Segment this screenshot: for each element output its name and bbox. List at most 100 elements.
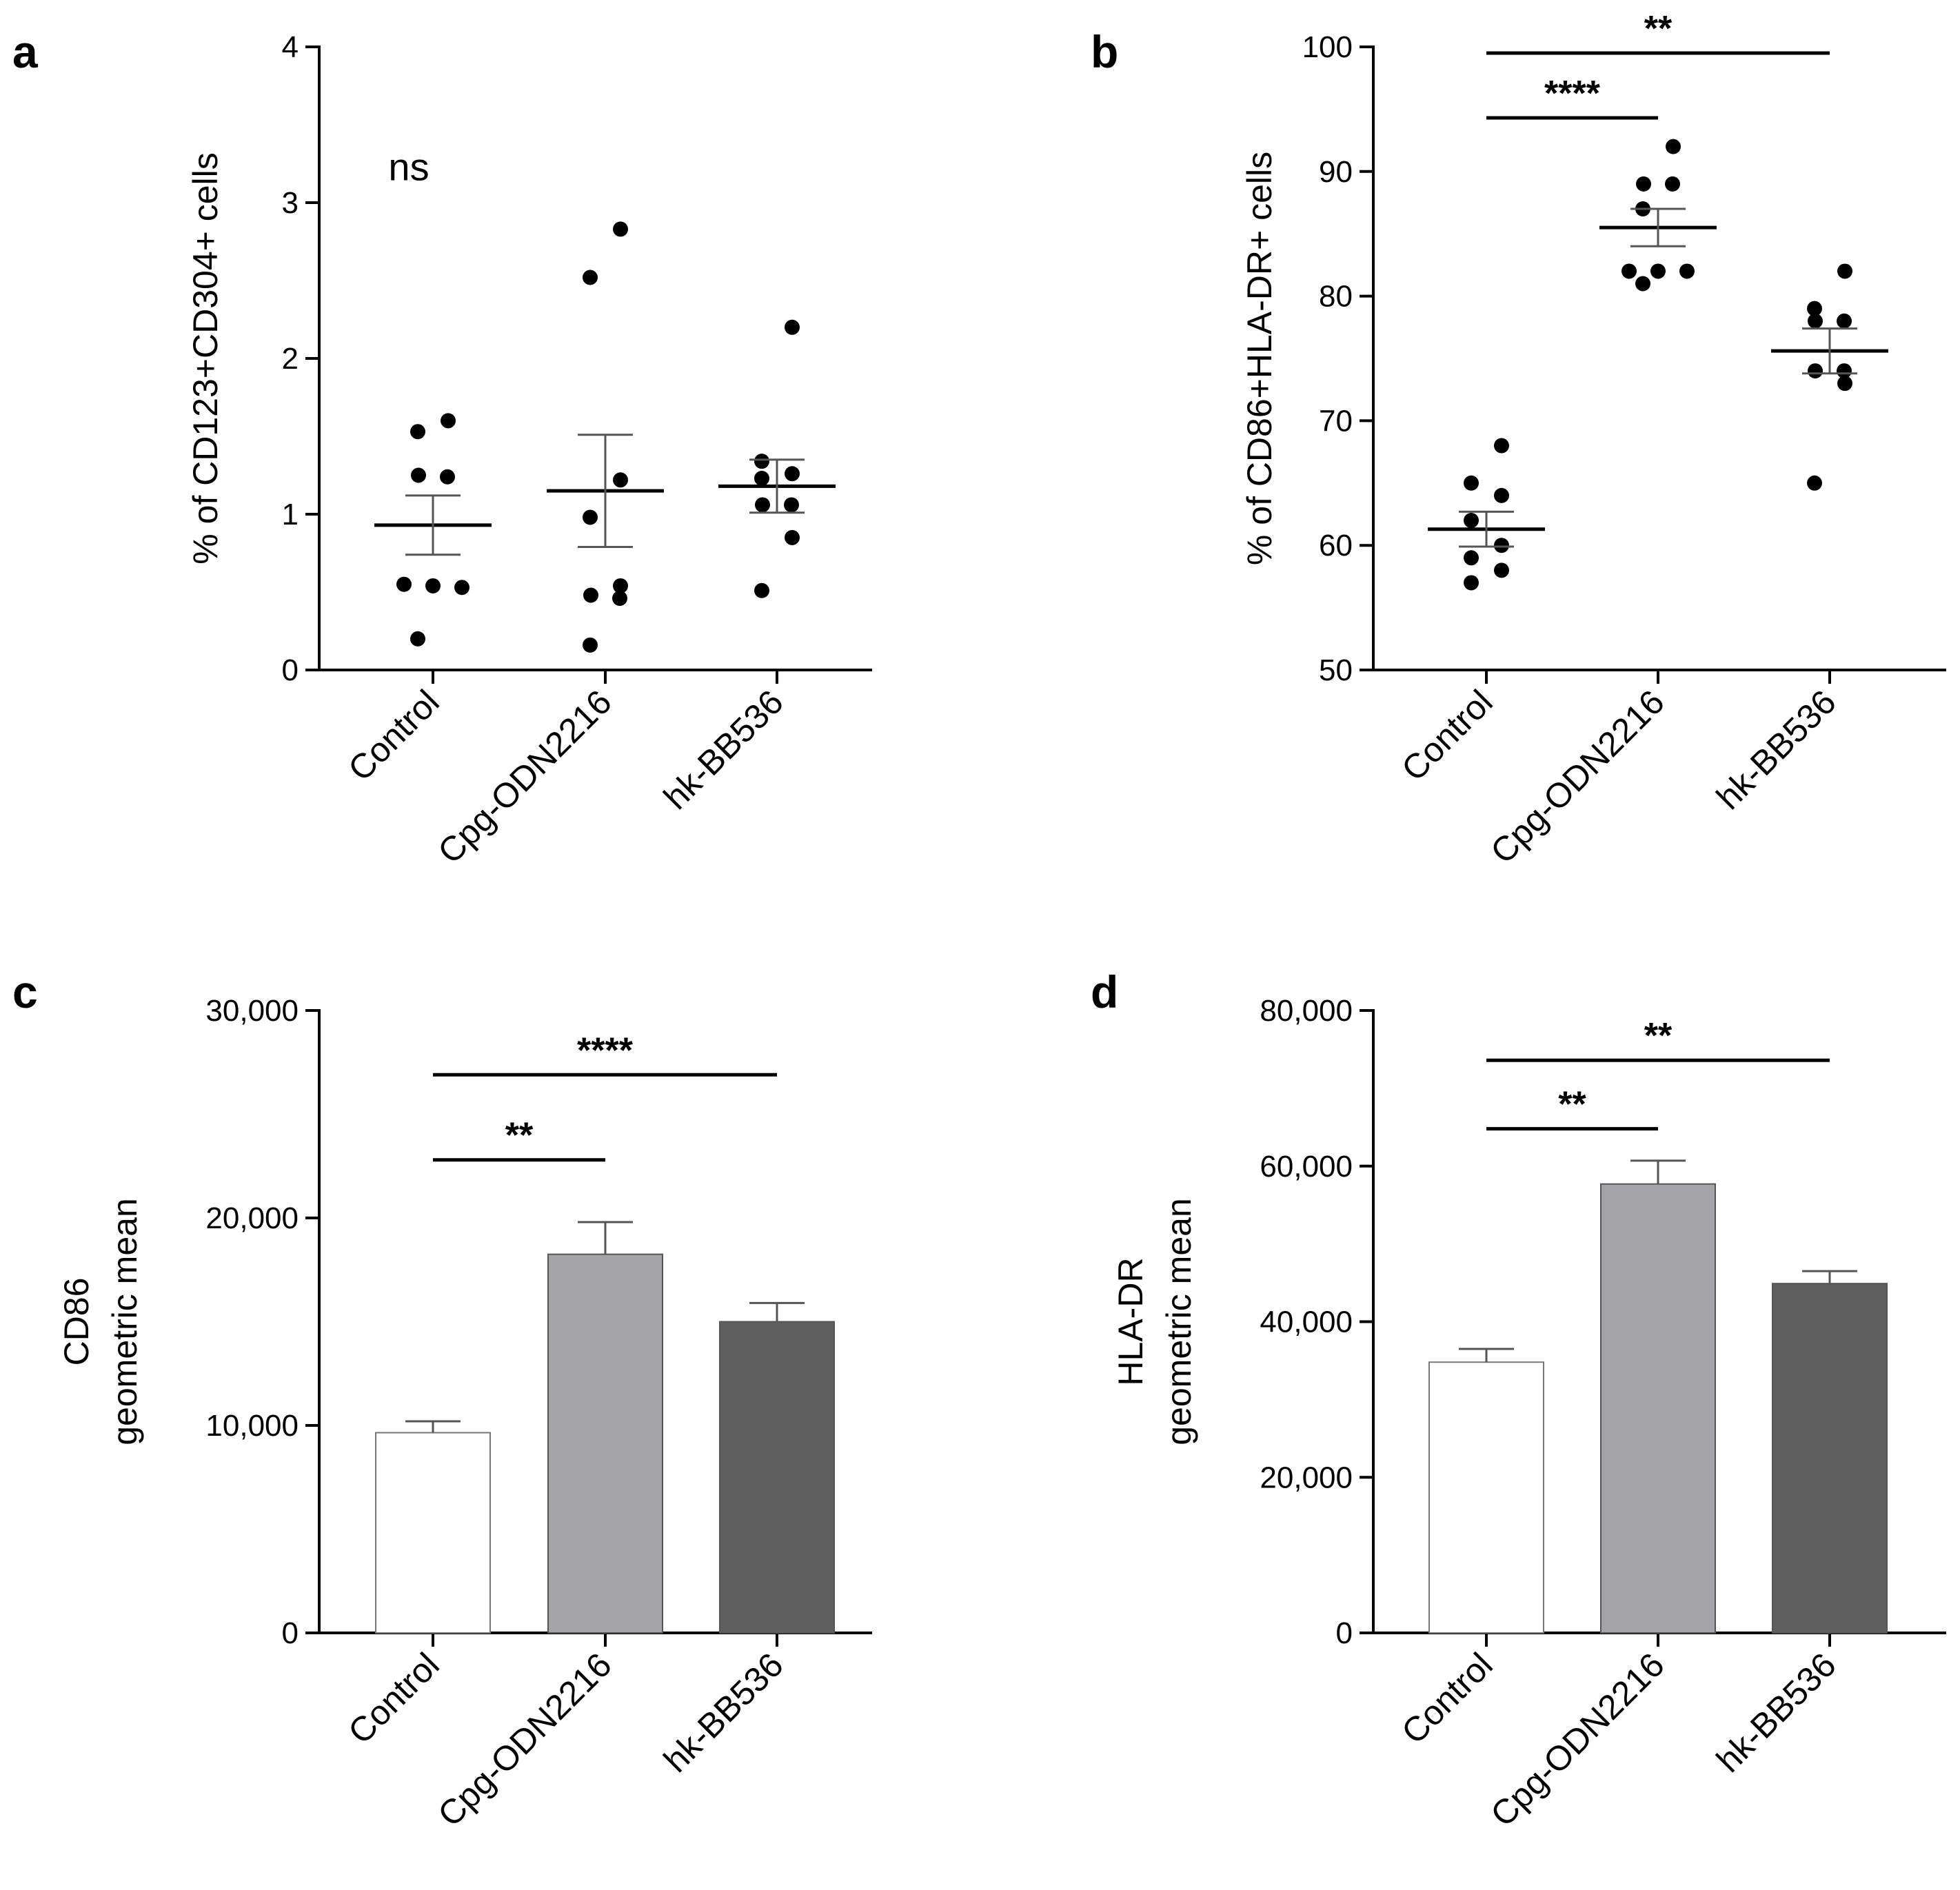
- y-tick-label: 0: [282, 1616, 299, 1650]
- data-point: [1808, 313, 1823, 329]
- y-tick-label: 90: [1319, 155, 1353, 189]
- y-tick-label: 2: [282, 342, 299, 376]
- data-point: [1679, 263, 1695, 279]
- significance-label: **: [1644, 9, 1673, 49]
- y-axis-label: HLA-DR: [1111, 1257, 1150, 1385]
- x-tick-label: hk-BB536: [656, 682, 791, 817]
- bar: [1772, 1283, 1888, 1634]
- data-point: [1837, 313, 1852, 329]
- x-tick-label: Control: [341, 682, 447, 789]
- data-point: [583, 637, 598, 653]
- data-point: [583, 587, 598, 603]
- data-point: [755, 497, 770, 513]
- y-axis-label-line2: geometric mean: [105, 1198, 144, 1445]
- y-axis-label: % of CD86+HLA-DR+ cells: [1240, 152, 1279, 565]
- data-point: [613, 472, 628, 488]
- y-tick-label: 60: [1319, 529, 1353, 562]
- data-point: [1464, 475, 1479, 491]
- data-point: [785, 319, 800, 335]
- bar: [547, 1253, 663, 1634]
- y-tick-label: 3: [282, 186, 299, 220]
- data-point: [1464, 550, 1479, 566]
- data-point: [410, 631, 425, 647]
- panel-letter: d: [1091, 966, 1118, 1017]
- x-tick-label: hk-BB536: [656, 1645, 791, 1780]
- x-tick-label: Cpg-ODN2216: [430, 1645, 618, 1833]
- data-point: [1494, 538, 1509, 553]
- data-point: [440, 469, 455, 485]
- data-point: [754, 582, 769, 598]
- significance-label: **: [1644, 1016, 1673, 1056]
- y-tick-label: 80: [1319, 280, 1353, 314]
- x-tick-label: Control: [1394, 1645, 1500, 1751]
- y-axis-label: % of CD123+CD304+ cells: [186, 152, 225, 565]
- data-point: [784, 497, 799, 513]
- data-point: [396, 576, 412, 592]
- bar: [375, 1432, 491, 1634]
- data-point: [1464, 575, 1479, 591]
- data-point: [1494, 487, 1509, 503]
- y-axis-label-line2: geometric mean: [1160, 1198, 1198, 1445]
- x-tick-label: hk-BB536: [1709, 1645, 1843, 1780]
- data-point: [410, 424, 425, 440]
- data-point: [1621, 263, 1637, 279]
- data-point: [754, 454, 769, 469]
- y-tick-label: 100: [1302, 30, 1353, 64]
- y-tick-label: 4: [282, 30, 299, 64]
- data-point: [1636, 176, 1651, 192]
- y-tick-label: 1: [282, 498, 299, 531]
- y-tick-label: 20,000: [205, 1201, 299, 1235]
- data-point: [425, 578, 441, 593]
- y-tick-label: 60,000: [1260, 1150, 1353, 1183]
- data-point: [1665, 176, 1680, 192]
- y-axis-label: CD86: [57, 1278, 96, 1366]
- data-point: [1837, 376, 1852, 392]
- x-tick-label: Control: [1394, 682, 1500, 789]
- x-tick-label: Cpg-ODN2216: [1483, 1645, 1671, 1833]
- panel-d: d 0 20,000 40,000 60,000 80,000 ControlCpg-ODN…: [1091, 966, 1946, 1834]
- y-tick-label: 10,000: [205, 1409, 299, 1443]
- significance-label: **: [505, 1116, 534, 1156]
- data-point: [411, 467, 426, 483]
- y-tick-label: 0: [282, 653, 299, 687]
- y-tick-label: 30,000: [205, 994, 299, 1028]
- y-tick-label: 70: [1319, 404, 1353, 438]
- significance-label: ****: [1544, 74, 1601, 114]
- bar: [1600, 1183, 1716, 1634]
- data-point: [1494, 438, 1509, 454]
- data-point: [1494, 562, 1509, 578]
- x-tick-label: hk-BB536: [1709, 682, 1843, 817]
- data-point: [441, 413, 456, 429]
- data-point: [785, 466, 800, 482]
- x-tick-label: Cpg-ODN2216: [430, 682, 618, 871]
- data-point: [612, 591, 627, 607]
- y-tick-label: 50: [1319, 653, 1353, 687]
- significance-label: ns: [388, 145, 429, 188]
- x-tick-label: Control: [341, 1645, 447, 1751]
- data-point: [1837, 363, 1852, 379]
- data-point: [754, 471, 769, 487]
- y-tick-label: 40,000: [1260, 1305, 1353, 1339]
- data-point: [1837, 263, 1852, 279]
- data-point: [1464, 513, 1479, 529]
- panel-letter: a: [12, 26, 39, 77]
- data-point: [785, 529, 800, 545]
- data-point: [583, 270, 598, 285]
- data-point: [583, 509, 598, 525]
- y-tick-label: 80,000: [1260, 994, 1353, 1028]
- data-point: [1666, 139, 1681, 154]
- data-point: [1807, 475, 1822, 491]
- y-tick-label: 20,000: [1260, 1461, 1353, 1494]
- data-point: [1808, 363, 1823, 379]
- data-point: [454, 580, 469, 596]
- data-point: [1635, 276, 1650, 292]
- data-point: [613, 221, 628, 237]
- significance-label: ****: [577, 1030, 634, 1070]
- panel-letter: c: [12, 966, 38, 1017]
- bar: [719, 1321, 835, 1634]
- x-tick-label: Cpg-ODN2216: [1483, 682, 1671, 871]
